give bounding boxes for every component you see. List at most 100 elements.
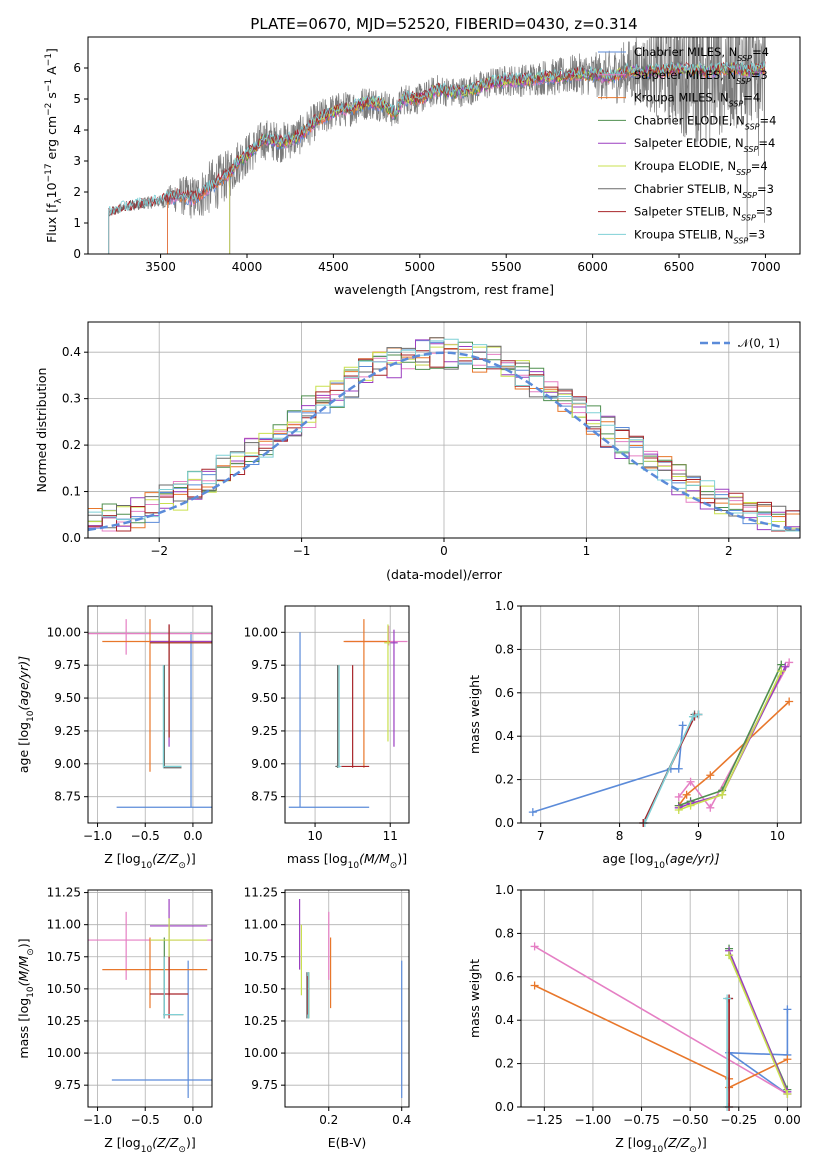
normal-legend-label: 𝒩(0, 1) — [738, 336, 780, 350]
x-tick-label: 7 — [537, 829, 545, 843]
plot-area — [108, 37, 766, 254]
x-tick-label: −1.0 — [83, 829, 112, 843]
axes-frame — [520, 605, 802, 824]
plot-area — [288, 619, 408, 808]
mass_vs_Z-axes: −1.0 −0.5 0.0 9.75 10.00 10.25 10.50 10.75 11.00… — [16, 886, 213, 1155]
y-tick-label: 0.4 — [495, 1013, 514, 1027]
y-tick-label: 0.6 — [495, 970, 514, 984]
legend-entry: Chabrier MILES, NSSP=4 — [634, 45, 769, 63]
y-tick-label: 9.50 — [251, 691, 278, 705]
data-point-marker — [718, 790, 727, 799]
y-tick-label: 4 — [73, 123, 81, 137]
y-tick-label: 0.8 — [495, 926, 514, 940]
errorbar-kroupa-stelib — [163, 956, 184, 1019]
age_vs_mass-axes: 10 11 8.75 9.00 9.25 9.50 9.75 10.00 mass [log10… — [244, 605, 410, 871]
x-tick-label: 0.0 — [183, 829, 202, 843]
series-kroupa-stelib — [640, 710, 703, 827]
data-point-marker — [674, 764, 683, 773]
y-tick-label: 6 — [73, 61, 81, 75]
series-line — [728, 954, 789, 1095]
y-tick-label: 10.00 — [244, 1046, 278, 1060]
age_vs_Z-axes: −1.0 −0.5 0.0 8.75 9.00 9.25 9.50 9.75 10.00 Z [l… — [16, 605, 213, 871]
x-axis-label: wavelength [Angstrom, rest frame] — [334, 282, 554, 297]
y-tick-label: 0.2 — [495, 773, 514, 787]
errorbar-kroupa-elodie — [384, 624, 391, 742]
mass_vs_ebv-axes: 0.2 0.4 9.75 10.00 10.25 10.50 10.75 11.00 11.25… — [244, 886, 412, 1150]
legend-entry: Kroupa ELODIE, NSSP=4 — [634, 159, 768, 177]
x-tick-label: −0.5 — [131, 1113, 160, 1127]
y-tick-label: 11.25 — [47, 886, 81, 900]
axes-frame — [87, 605, 213, 824]
errorbar-chabrier-miles — [111, 960, 212, 1099]
y-tick-label: 9.75 — [54, 658, 81, 672]
series-line — [678, 666, 786, 809]
legend-entry: Chabrier STELIB, NSSP=3 — [634, 182, 774, 200]
x-tick-label: −0.50 — [672, 1113, 709, 1127]
residual-axes: −2 −1 0 1 2 0.0 0.1 0.2 0.3 0.4 𝒩(0, 1) (data-model… — [34, 321, 801, 582]
data-point-marker — [783, 1005, 792, 1014]
y-tick-label: 9.75 — [54, 1078, 81, 1092]
x-tick-label: 8 — [616, 829, 624, 843]
y-axis-label: Normed distribution — [34, 368, 49, 493]
plot-area — [88, 337, 800, 538]
x-tick-label: 0.2 — [319, 1113, 338, 1127]
errorbar-chabrier-stelib — [163, 665, 182, 769]
y-axis-label: Flux [fλ10−17 erg cm−2 s−1 A−1] — [44, 48, 64, 243]
y-tick-label: 0.8 — [495, 642, 514, 656]
x-tick-label: −0.5 — [131, 829, 160, 843]
data-point-marker — [528, 808, 537, 817]
legend-entry: Chabrier ELODIE, NSSP=4 — [634, 113, 776, 130]
y-tick-label: 11.25 — [244, 886, 278, 900]
y-axis-label: age [log10(age/yr)] — [16, 656, 36, 773]
errorbar-salpeter-elodie — [390, 629, 398, 747]
plot-area — [530, 942, 792, 1111]
x-tick-label: −0.75 — [623, 1113, 660, 1127]
legend-entry: Kroupa STELIB, NSSP=3 — [634, 227, 765, 245]
y-tick-label: 9.75 — [251, 1078, 278, 1092]
data-point-marker — [688, 712, 697, 721]
plot-area — [528, 658, 794, 827]
x-tick-label: 0.00 — [774, 1113, 801, 1127]
y-tick-label: 9.00 — [54, 757, 81, 771]
x-tick-label: 4500 — [318, 260, 349, 274]
x-tick-label: 0 — [440, 544, 448, 558]
errorbar-kroupa-miles — [343, 619, 391, 768]
x-tick-label: 2 — [725, 544, 733, 558]
x-tick-label: −0.25 — [720, 1113, 757, 1127]
x-tick-label: 9 — [695, 829, 703, 843]
y-tick-label: 8.75 — [251, 790, 278, 804]
axes-frame — [284, 605, 410, 824]
errorbar-kroupa-stelib — [162, 665, 182, 768]
y-tick-label: 9.25 — [54, 724, 81, 738]
axes-frame — [520, 889, 802, 1108]
x-tick-label: −1.0 — [83, 1113, 112, 1127]
y-tick-label: 1.0 — [495, 883, 514, 897]
x-axis-label: Z [log10(Z/Z⊙)] — [615, 1135, 706, 1155]
x-tick-label: −1.00 — [575, 1113, 612, 1127]
data-point-marker — [674, 792, 683, 801]
axes-frame — [284, 889, 410, 1108]
y-tick-label: 1 — [73, 216, 81, 230]
data-point-marker — [777, 667, 786, 676]
y-tick-label: 10.50 — [244, 982, 278, 996]
data-point-marker — [674, 805, 683, 814]
x-axis-label: age [log10(age/yr)] — [602, 851, 719, 871]
y-tick-label: 10.00 — [47, 1046, 81, 1060]
mass_weight_vs_age-axes: 7 8 9 10 0.0 0.2 0.4 0.6 0.8 1.0 age [log10(age/yr… — [467, 599, 802, 871]
x-tick-label: 10 — [307, 829, 322, 843]
y-tick-label: 0.0 — [495, 816, 514, 830]
axes-frame — [87, 889, 213, 1108]
legend-entry: Salpeter ELODIE, NSSP=4 — [634, 136, 775, 154]
y-axis-label: mass weight — [467, 959, 482, 1038]
legend-entry: Salpeter MILES, NSSP=3 — [634, 68, 768, 86]
data-point-marker — [678, 721, 687, 730]
x-axis-label: Z [log10(Z/Z⊙)] — [104, 851, 195, 871]
series-salpeter-miles — [674, 658, 794, 812]
y-tick-label: 0.4 — [62, 345, 81, 359]
x-tick-label: 11 — [383, 829, 398, 843]
normal-curve — [88, 351, 800, 532]
y-tick-label: 0.2 — [495, 1057, 514, 1071]
series-line — [678, 662, 790, 810]
errorbar-salpeter-stelib — [341, 665, 370, 768]
y-tick-label: 8.75 — [54, 790, 81, 804]
